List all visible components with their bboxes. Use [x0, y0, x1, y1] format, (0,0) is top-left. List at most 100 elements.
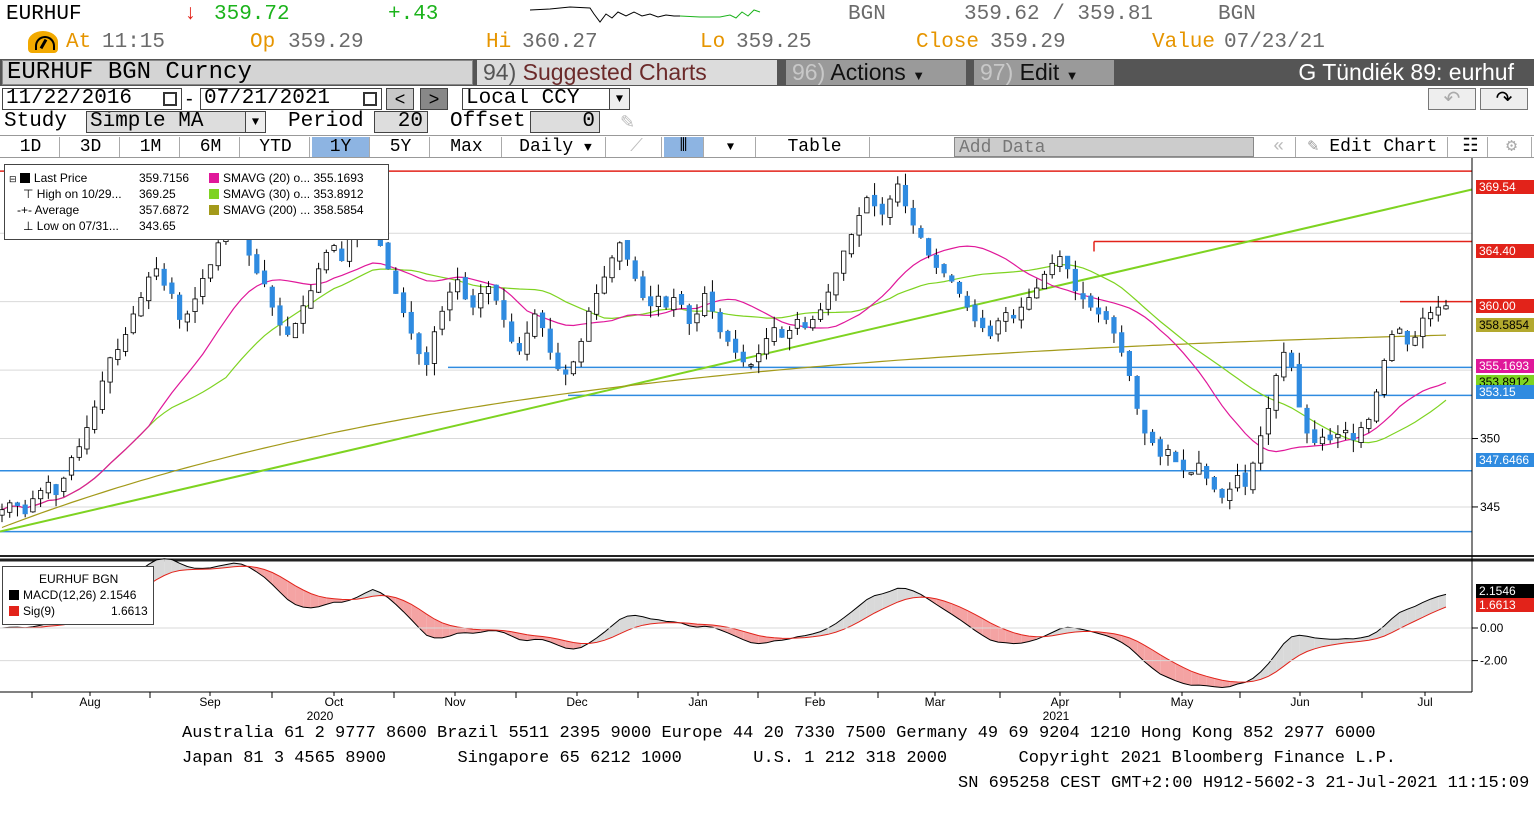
chart-type-dropdown-icon[interactable]: ▼: [706, 137, 756, 157]
actions-menu[interactable]: 96) Actions ▼: [786, 60, 966, 85]
range-1m[interactable]: 1M: [122, 137, 180, 157]
candle-body: [192, 298, 198, 312]
collapse-icon[interactable]: ⊟: [9, 174, 17, 184]
macd-line: [1, 558, 1447, 689]
candle-chart-icon[interactable]: ⦀: [664, 137, 704, 157]
redo-button[interactable]: ↷: [1480, 88, 1528, 110]
macd-fill: [635, 615, 643, 628]
frequency-value: Daily: [519, 137, 574, 157]
candle-body: [1111, 317, 1117, 334]
offset-field[interactable]: 0: [530, 111, 600, 133]
last-price: 359.72: [214, 3, 290, 26]
legend-label: Sig(9): [23, 604, 56, 618]
candle-body: [663, 296, 669, 308]
x-tick-label: Feb: [805, 695, 826, 709]
candle-body: [1041, 273, 1048, 290]
candle-body: [61, 477, 67, 492]
range-5y[interactable]: 5Y: [372, 137, 430, 157]
range-1y[interactable]: 1Y: [312, 137, 370, 157]
calendar-icon[interactable]: [363, 92, 377, 106]
down-arrow-icon: ↓: [184, 3, 197, 26]
candle-body: [1103, 311, 1109, 320]
legend-average: -+- Average: [17, 203, 80, 217]
price-label-364-40: 364.40: [1476, 244, 1534, 258]
calendar-icon[interactable]: [163, 92, 177, 106]
gear-icon[interactable]: ⚙: [1492, 137, 1532, 157]
undo-button[interactable]: ↶: [1428, 88, 1476, 110]
macd-fill: [1368, 632, 1377, 641]
price-chart[interactable]: 345 350 0.00 -2.00 Aug Sep Oct Nov Dec Jan Feb Ma…: [0, 158, 1534, 722]
collapse-icon[interactable]: «: [1262, 137, 1296, 157]
candle-body: [516, 343, 522, 352]
pencil-icon[interactable]: ✎: [620, 112, 636, 132]
x-tick-label: Nov: [444, 695, 465, 709]
macd-value-label: 2.1546: [1476, 584, 1534, 598]
range-max[interactable]: Max: [432, 137, 502, 157]
candle-body: [756, 353, 762, 363]
macd-fill: [1129, 637, 1138, 655]
x-tick-label: Jan: [688, 695, 707, 709]
range-6m[interactable]: 6M: [182, 137, 240, 157]
prev-period-button[interactable]: <: [386, 88, 414, 110]
study-label: Study: [4, 110, 68, 133]
candle-body: [315, 268, 322, 293]
security-field[interactable]: EURHUF BGN Curncy: [2, 60, 473, 85]
currency-select[interactable]: Local CCY ▼: [462, 88, 630, 110]
price-legend[interactable]: ⊟ Last Price 359.7156 ⊤ High on 10/29...…: [4, 164, 389, 240]
candle-body: [169, 282, 175, 294]
macd-fill: [156, 558, 165, 580]
candle-body: [1157, 439, 1163, 457]
candle-body: [122, 334, 129, 352]
y-tick-label: 350: [1480, 432, 1500, 446]
x-tick-label: Aug: [79, 695, 100, 709]
macd-fill: [1430, 596, 1439, 614]
caret-down-icon: ▼: [609, 89, 629, 109]
macd-legend[interactable]: EURHUF BGN MACD(12,26) 2.1546 Sig(9) 1.6…: [2, 566, 154, 625]
suggested-charts-menu[interactable]: 94) Suggested Charts: [477, 60, 777, 85]
candle-body: [632, 260, 638, 279]
candle-body: [810, 319, 816, 329]
candle-body: [1304, 407, 1310, 434]
macd-fill: [596, 632, 605, 643]
macd-fill: [457, 626, 466, 634]
legend-abbr: o...: [293, 171, 311, 185]
candle-body: [485, 286, 492, 294]
alert-bell-icon[interactable]: [28, 31, 58, 53]
macd-fill: [835, 617, 844, 633]
candle-body: [995, 320, 1001, 335]
high-label: Hi: [486, 31, 512, 54]
year-label: 2020: [307, 709, 334, 722]
candle-body: [648, 296, 654, 307]
sma30-line: [1, 263, 1447, 511]
macd-fill: [1183, 667, 1192, 686]
candle-body: [532, 313, 538, 337]
macd-legend-macd: MACD(12,26) 2.1546: [9, 588, 136, 603]
period-field[interactable]: 20: [374, 111, 428, 133]
candle-body: [431, 331, 438, 364]
candle-body: [76, 446, 82, 458]
study-select[interactable]: Simple MA ▼: [86, 111, 266, 133]
range-3d[interactable]: 3D: [62, 137, 120, 157]
chart-settings-icon[interactable]: ☷: [1454, 137, 1488, 157]
edit-chart-button[interactable]: ✎ Edit Chart: [1298, 137, 1448, 157]
currency-value: Local CCY: [466, 88, 580, 110]
end-date-field[interactable]: 07/21/2021: [200, 88, 382, 110]
line-chart-icon[interactable]: ⟋: [612, 137, 662, 157]
candle-body: [1389, 334, 1395, 362]
edit-menu[interactable]: 97) Edit ▼: [974, 60, 1114, 85]
add-data-field[interactable]: Add Data: [954, 137, 1254, 158]
table-button[interactable]: Table: [760, 137, 870, 157]
legend-value: 2.1546: [99, 588, 137, 602]
legend-value: 358.5854: [313, 203, 364, 217]
range-ytd[interactable]: YTD: [242, 137, 310, 157]
candle-body: [1366, 418, 1372, 429]
next-period-button[interactable]: >: [420, 88, 448, 110]
price-label-353-15: 353.15: [1476, 385, 1534, 399]
start-date-field[interactable]: 11/22/2016: [2, 88, 182, 110]
legend-last-price: ⊟ Last Price: [9, 171, 87, 187]
macd-fill: [758, 635, 767, 644]
macd-fill: [1005, 629, 1014, 644]
frequency-select[interactable]: Daily ▼: [506, 137, 606, 157]
range-1d[interactable]: 1D: [2, 137, 60, 157]
source-bgn: BGN: [848, 3, 886, 26]
